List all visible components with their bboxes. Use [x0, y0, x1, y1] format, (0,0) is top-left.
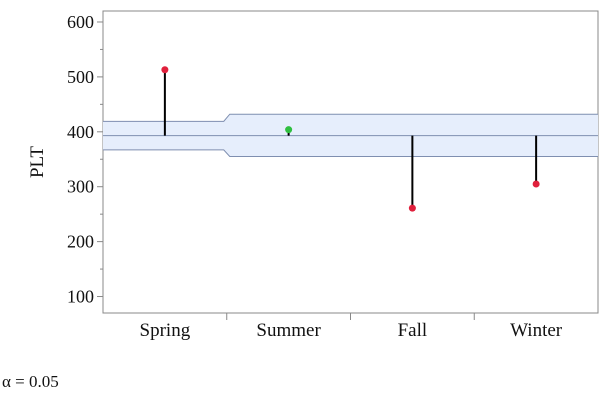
y-axis-label: PLT — [27, 146, 48, 178]
x-tick-label: Summer — [256, 320, 321, 341]
y-tick-label: 100 — [67, 287, 94, 307]
y-tick-label: 400 — [67, 122, 94, 142]
lower-decision-limit — [103, 149, 598, 158]
plot-frame — [102, 10, 599, 314]
x-tick-label: Fall — [398, 320, 428, 341]
upper-decision-limit — [103, 113, 598, 122]
group-mean-point — [285, 126, 293, 134]
y-tick-label: 300 — [67, 177, 94, 197]
x-tick-label: Spring — [140, 320, 191, 341]
group-mean-point — [408, 204, 416, 212]
alpha-label: α = 0.05 — [2, 372, 59, 391]
x-tick-label: Winter — [510, 320, 563, 341]
y-tick-label: 500 — [67, 67, 94, 87]
group-mean-point — [161, 66, 169, 74]
y-tick-label: 600 — [67, 12, 94, 32]
y-tick-label: 200 — [67, 232, 94, 252]
group-mean-point — [532, 180, 540, 188]
